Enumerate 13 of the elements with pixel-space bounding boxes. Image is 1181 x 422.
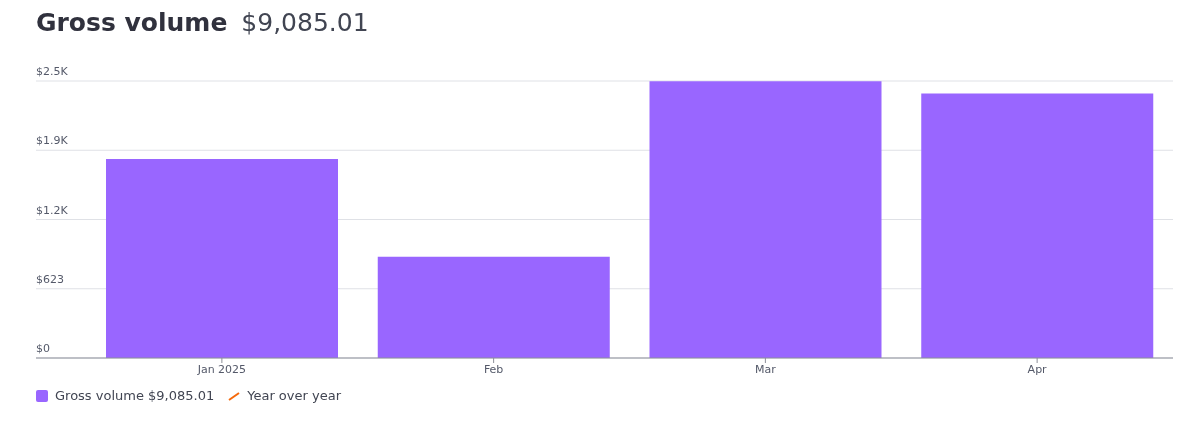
x-tick-label: Mar (754, 362, 777, 376)
chart-subtitle: $9,085.01 (241, 8, 369, 37)
legend-label: Year over year (247, 388, 341, 403)
x-tick-label: Jan 2025 (196, 362, 247, 376)
y-tick-label: $2.5K (36, 65, 69, 78)
y-tick-label: $623 (36, 272, 64, 286)
x-tick-label: Feb (483, 362, 504, 376)
x-tick-label: Apr (1027, 362, 1048, 376)
chart-title: Gross volume (36, 8, 228, 37)
y-tick-label: $1.2K (36, 203, 69, 217)
y-tick-label: $0 (36, 342, 50, 355)
y-tick-label: $1.9K (36, 134, 69, 148)
legend-label: Gross volume $9,085.01 (55, 388, 215, 403)
